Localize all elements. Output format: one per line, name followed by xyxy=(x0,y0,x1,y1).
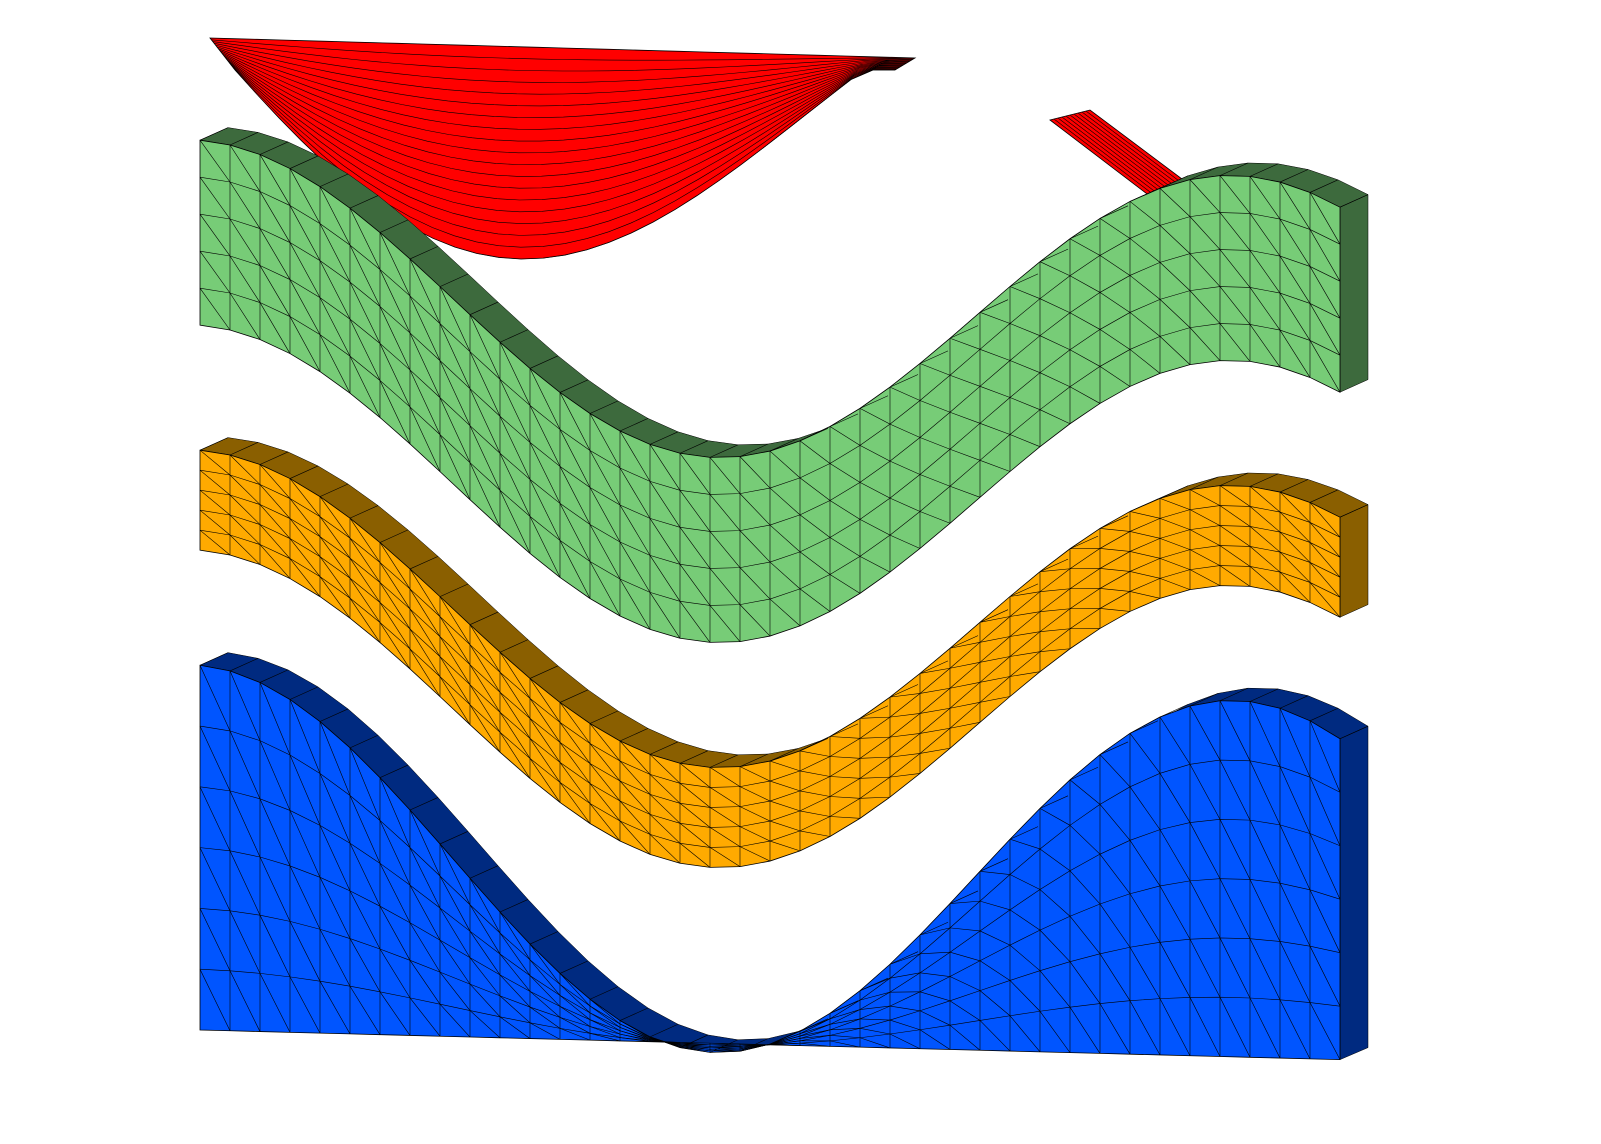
orange-end-face xyxy=(1339,504,1369,618)
blue-end-face xyxy=(1339,725,1369,1061)
blue-mesh-layer xyxy=(199,652,1369,1061)
orange-mesh-layer xyxy=(199,437,1369,868)
green-end-face xyxy=(1339,194,1369,393)
blue-front-face xyxy=(199,664,1341,1061)
green-mesh-layer xyxy=(199,127,1369,643)
